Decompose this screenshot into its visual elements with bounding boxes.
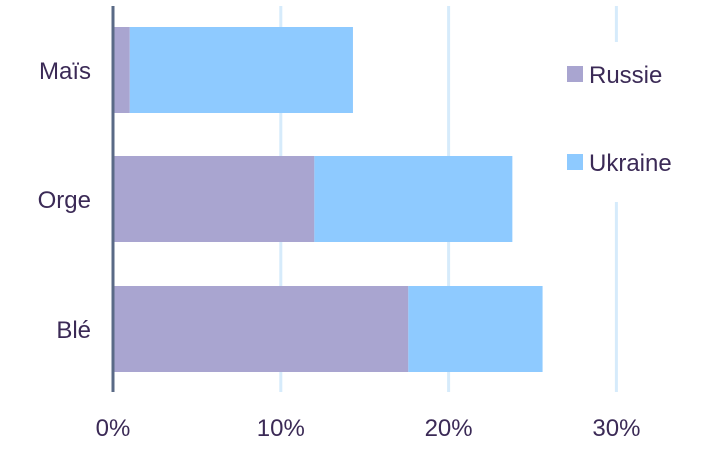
legend-label-russie: Russie [589,62,662,89]
bars [113,27,543,372]
x-tick-label-20: 20% [425,415,473,442]
legend-label-ukraine: Ukraine [589,150,672,177]
bar-russie-0 [113,27,130,113]
x-tick-label-10: 10% [257,415,305,442]
bar-russie-2 [113,286,409,372]
bar-ukraine-2 [408,286,543,372]
bar-ukraine-0 [129,27,353,113]
category-label-2: Blé [56,317,91,344]
x-tick-label-30: 30% [592,415,640,442]
bar-russie-1 [113,156,315,242]
x-tick-label-0: 0% [96,415,131,442]
category-labels: Maïs Orge Blé [38,58,91,344]
category-label-0: Maïs [39,58,91,85]
legend-swatch-ukraine [567,154,583,170]
x-tick-labels: 0% 10% 20% 30% [96,415,641,442]
bar-ukraine-1 [314,156,513,242]
category-label-1: Orge [38,187,91,214]
legend: Russie Ukraine [556,42,706,202]
legend-swatch-russie [567,66,583,82]
